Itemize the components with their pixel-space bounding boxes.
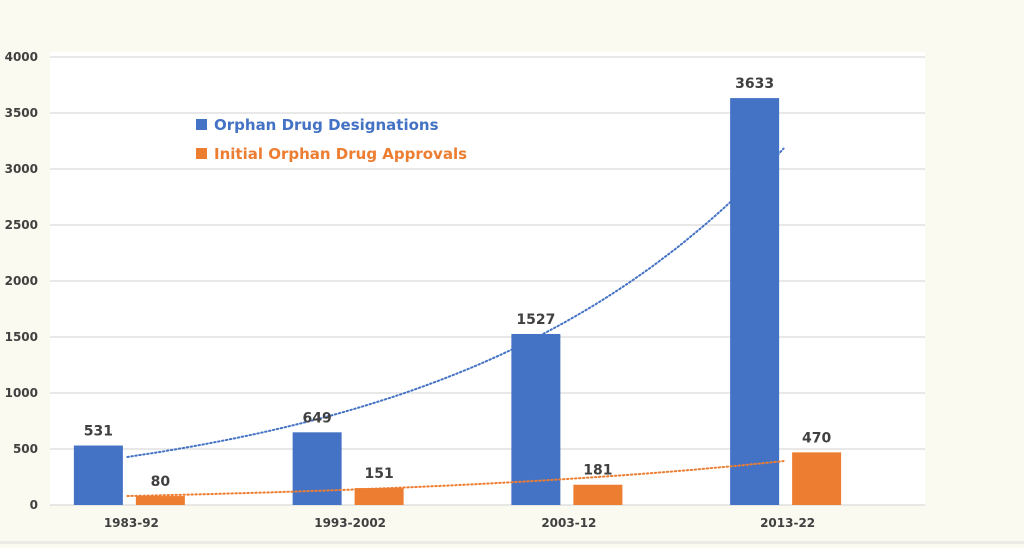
bottom-border [0,541,1024,544]
bar [792,452,842,505]
data-labels: 531 649 1527 3633 80 151 181 470 [84,76,832,490]
y-tick-label: 1500 [5,330,38,344]
y-tick-label: 500 [13,442,38,456]
bar [354,488,404,505]
x-axis-ticks: 1983-92 1993-2002 2003-12 2013-22 [104,516,815,530]
x-tick-label: 1993-2002 [314,516,386,530]
legend-label: Orphan Drug Designations [214,116,439,134]
plot-area [50,52,925,505]
x-tick-label: 2003-12 [541,516,596,530]
data-label: 3633 [735,76,774,92]
data-label: 151 [365,466,394,482]
data-label: 1527 [516,312,555,328]
legend-swatch [196,119,207,130]
data-label: 181 [583,463,612,479]
data-label: 531 [84,424,113,440]
bar [292,432,342,505]
y-tick-label: 2500 [5,218,38,232]
data-label: 649 [303,410,332,426]
bar [573,484,623,505]
gridlines [50,56,925,506]
x-tick-label: 2013-22 [760,516,815,530]
bar [730,98,780,505]
y-tick-label: 3000 [5,162,38,176]
y-tick-label: 2000 [5,274,38,288]
bar [511,333,561,505]
data-label: 80 [151,474,171,490]
legend-label: Initial Orphan Drug Approvals [214,145,467,163]
y-tick-label: 1000 [5,386,38,400]
trendline-designations [126,147,785,458]
bars [73,98,842,505]
x-tick-label: 1983-92 [104,516,159,530]
bar [73,445,123,505]
bar [135,496,185,505]
legend: Orphan Drug Designations Initial Orphan D… [196,116,467,163]
y-tick-label: 3500 [5,106,38,120]
trendline-approvals [126,460,785,497]
y-tick-label: 4000 [5,50,38,64]
trendlines [126,147,785,497]
y-axis-ticks: 0 500 1000 1500 2000 2500 3000 3500 4000 [5,50,38,512]
data-label: 470 [802,430,831,446]
legend-swatch [196,148,207,159]
y-tick-label: 0 [30,498,38,512]
